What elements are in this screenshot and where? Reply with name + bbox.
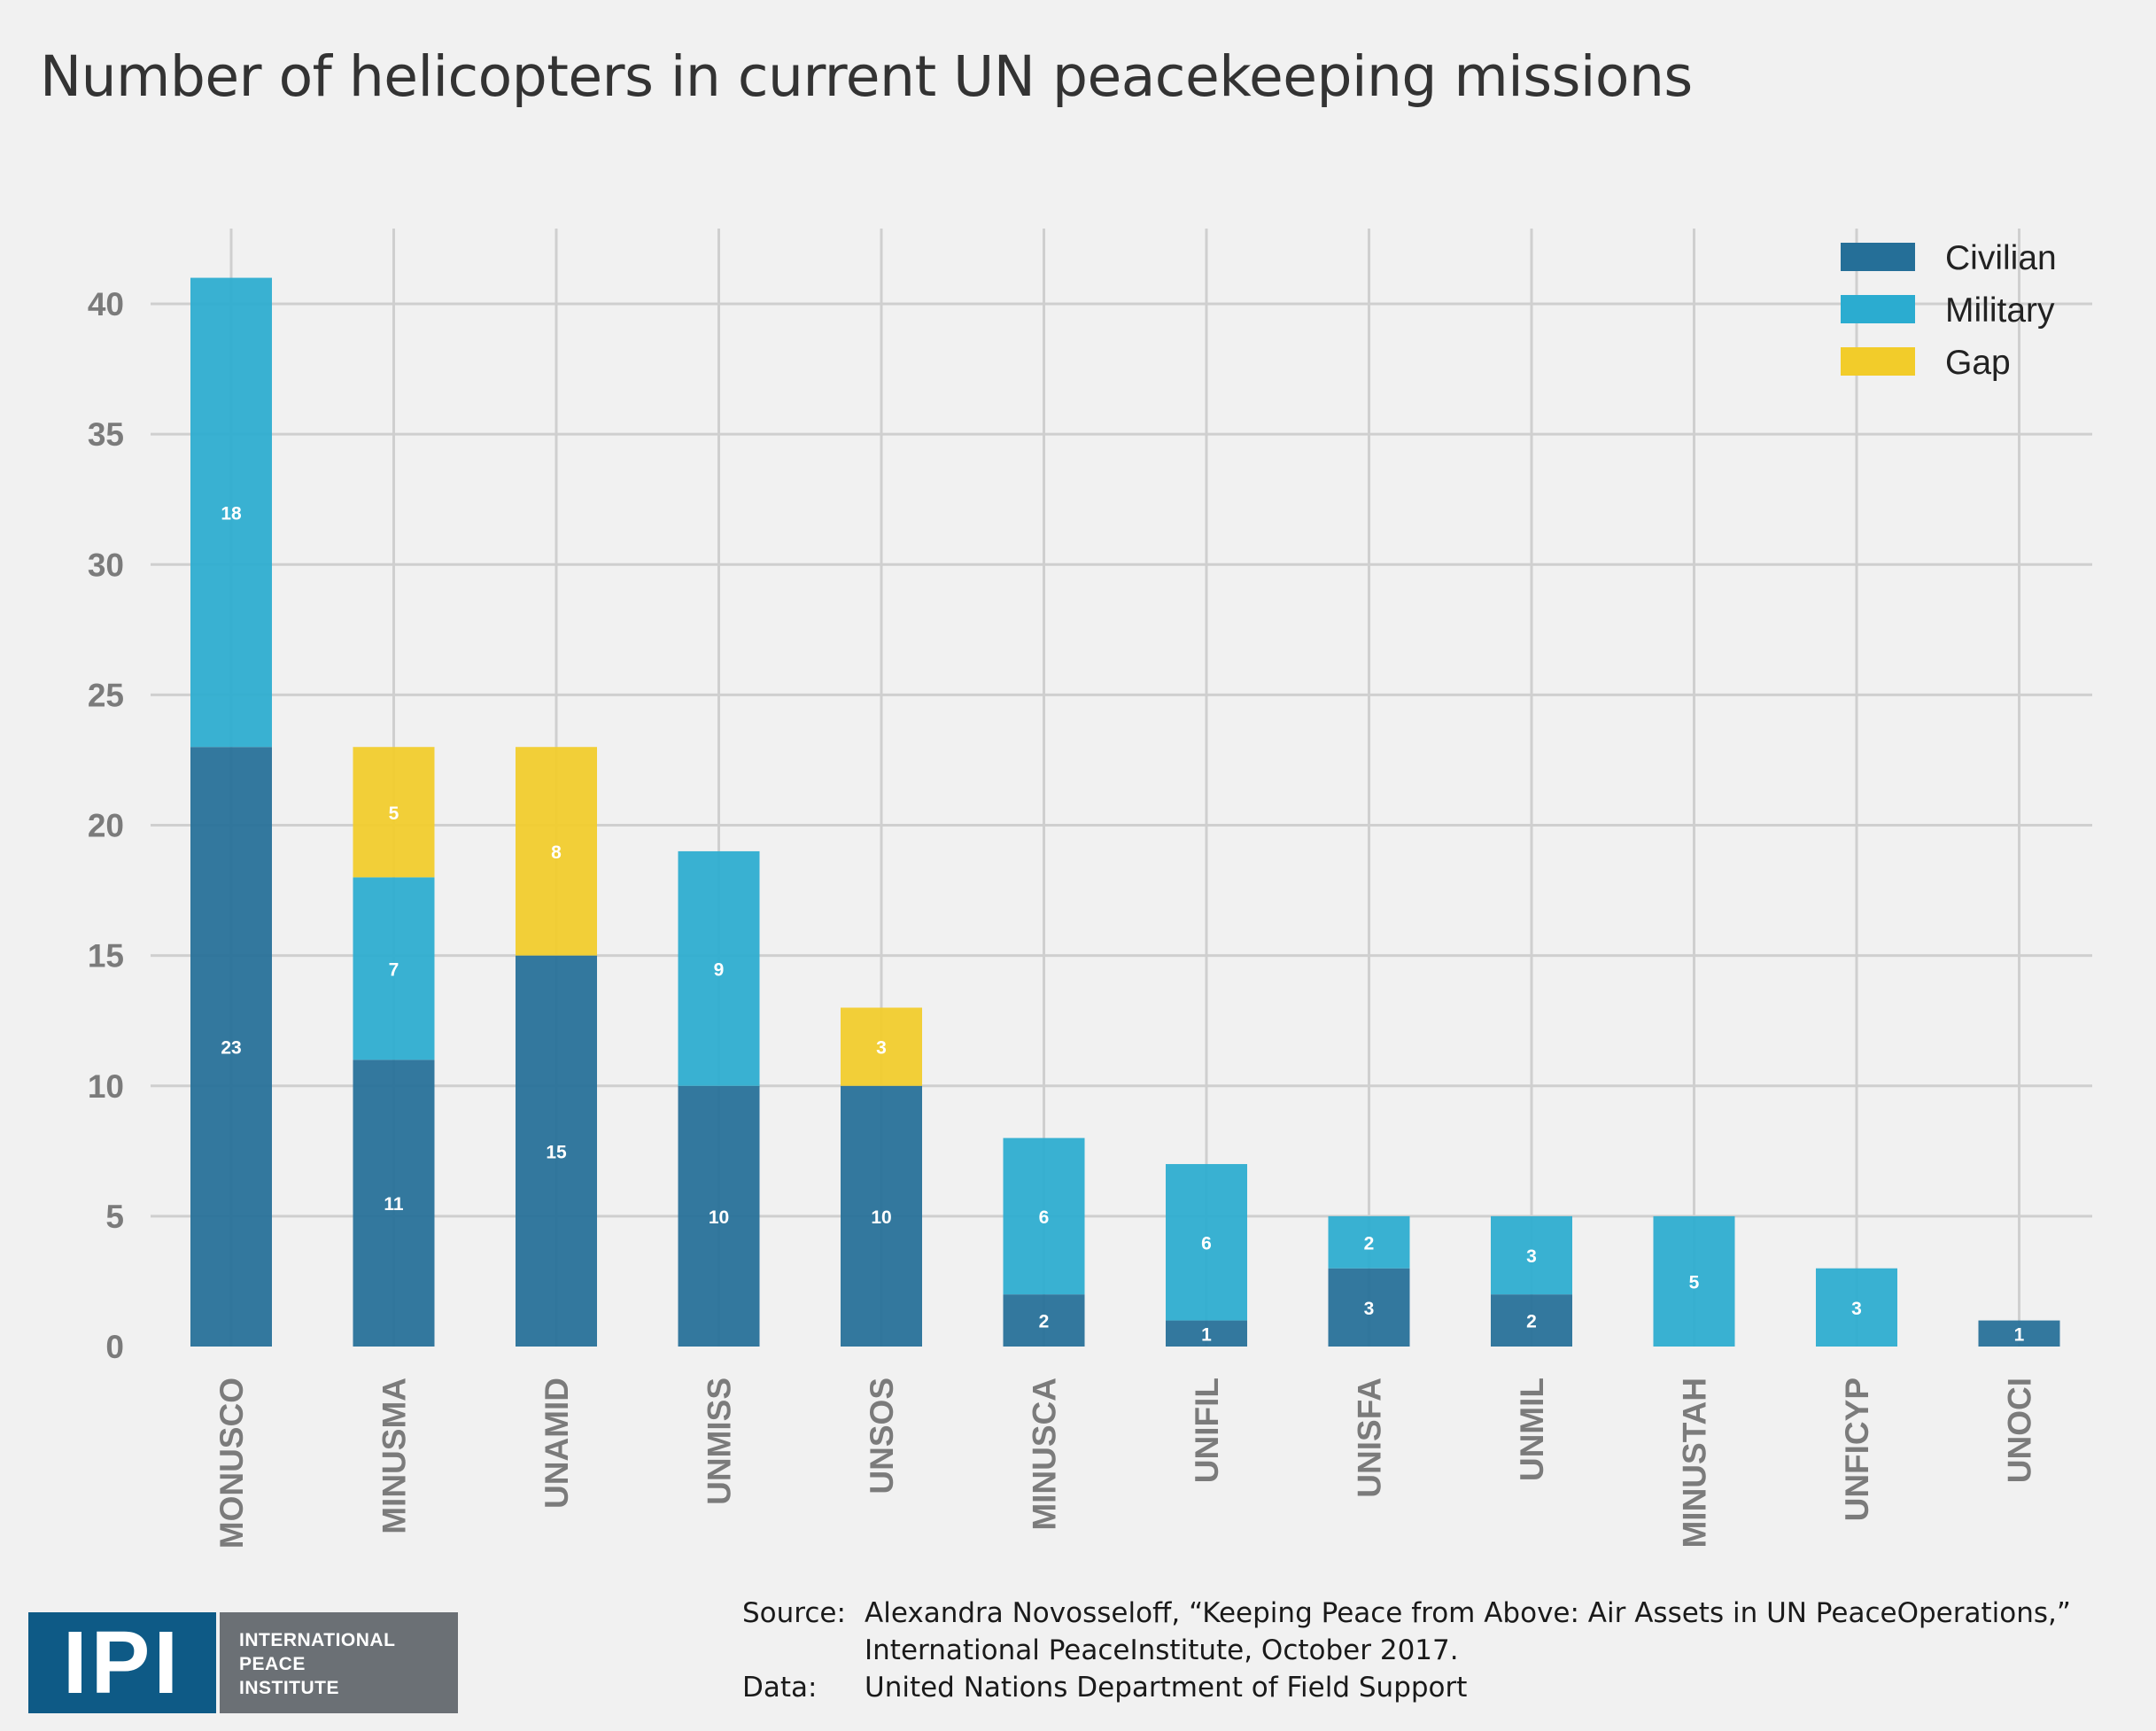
- bar-segment-military: [353, 877, 435, 1060]
- bar-value-label: 2: [1039, 1312, 1050, 1332]
- bar-value-label: 3: [876, 1038, 887, 1059]
- source-note: Source: Alexandra Novosseloff, “Keeping …: [742, 1595, 2071, 1706]
- bar-segment-civilian: [353, 1060, 435, 1347]
- bar-segment-military: [1816, 1268, 1897, 1347]
- x-tick-label: MINUSTAH: [1677, 1378, 1713, 1549]
- bar-value-label: 5: [389, 803, 399, 824]
- x-tick-label: UNSOS: [864, 1378, 900, 1494]
- bar-value-label: 3: [1526, 1246, 1537, 1267]
- source-line-2: International PeaceInstitute, October 20…: [865, 1634, 1459, 1666]
- x-tick-label: UNMIL: [1514, 1378, 1550, 1481]
- bar-segment-military: [1491, 1215, 1572, 1295]
- y-tick-label: 35: [88, 416, 124, 453]
- x-tick-label: UNISFA: [1352, 1378, 1388, 1498]
- bar-value-label: 23: [221, 1038, 241, 1059]
- logo-mark: IPI: [28, 1612, 216, 1713]
- legend-swatch-gap: [1841, 347, 1915, 376]
- logo-divider: [216, 1612, 220, 1713]
- bar-value-label: 1: [2014, 1324, 2025, 1345]
- logo-line: INSTITUTE: [239, 1678, 339, 1698]
- logo-line: INTERNATIONAL: [239, 1630, 396, 1650]
- bar-segment-civilian: [841, 1085, 922, 1347]
- bar-segment-military: [1653, 1215, 1735, 1347]
- x-tick-label: UNAMID: [539, 1378, 575, 1509]
- legend-swatch-civilian: [1841, 243, 1915, 271]
- logo-text: INTERNATIONAL PEACE INSTITUTE: [220, 1612, 458, 1713]
- chart-title: Number of helicopters in current UN peac…: [40, 44, 1693, 109]
- x-tick-label: UNMISS: [702, 1378, 738, 1505]
- bar-value-label: 3: [1851, 1299, 1862, 1319]
- bar-value-label: 2: [1526, 1312, 1537, 1332]
- bar-segment-gap: [516, 747, 597, 956]
- bar-value-label: 1: [1201, 1324, 1212, 1345]
- x-tick-label: MINUSCA: [1027, 1378, 1063, 1531]
- bar-value-label: 8: [551, 842, 562, 863]
- bar-segment-military: [1166, 1164, 1247, 1321]
- bar-segment-gap: [353, 747, 435, 878]
- bar-value-label: 7: [389, 959, 399, 980]
- bar-segment-civilian: [516, 955, 597, 1347]
- y-tick-label: 15: [88, 938, 124, 974]
- y-tick-label: 10: [88, 1068, 124, 1105]
- bar-segment-civilian: [1491, 1294, 1572, 1347]
- grid-layer: [151, 229, 2092, 1347]
- x-tick-label: UNFICYP: [1839, 1378, 1875, 1521]
- bar-segment-civilian: [1166, 1320, 1247, 1347]
- bar-layer: [190, 277, 2060, 1347]
- legend-label: Civilian: [1945, 239, 2057, 277]
- legend-swatch-military: [1841, 295, 1915, 323]
- bar-segment-civilian: [190, 747, 272, 1347]
- data-key: Data:: [742, 1672, 818, 1704]
- legend-label: Military: [1945, 291, 2055, 330]
- bar-value-label: 9: [714, 959, 725, 980]
- bar-value-label: 10: [871, 1207, 891, 1228]
- y-tick-label: 5: [105, 1199, 124, 1235]
- data-source: United Nations Department of Field Suppo…: [865, 1672, 1468, 1704]
- x-tick-label: MONUSCO: [213, 1378, 250, 1549]
- bar-segment-civilian: [1003, 1294, 1085, 1347]
- source-key: Source:: [742, 1597, 846, 1629]
- y-tick-label: 30: [88, 547, 124, 583]
- bar-segment-gap: [841, 1007, 922, 1086]
- x-tick-label: MINUSMA: [376, 1378, 413, 1534]
- x-tick-label: UNIFIL: [1189, 1378, 1225, 1483]
- bar-segment-military: [678, 850, 760, 1086]
- bar-value-label: 5: [1689, 1272, 1700, 1292]
- bar-value-label: 2: [1364, 1233, 1375, 1254]
- bar-segment-military: [190, 277, 272, 748]
- source-line-1: Alexandra Novosseloff, “Keeping Peace fr…: [865, 1597, 2071, 1629]
- bar-value-label: 18: [221, 503, 242, 524]
- y-tick-label: 0: [105, 1329, 124, 1365]
- legend-label: Gap: [1945, 344, 2011, 382]
- bar-segment-military: [1328, 1215, 1410, 1269]
- bar-value-label: 3: [1364, 1299, 1375, 1319]
- y-tick-label: 20: [88, 808, 124, 844]
- bar-segment-civilian: [1978, 1320, 2060, 1347]
- bar-value-label: 6: [1201, 1233, 1212, 1254]
- legend: Civilian Military Gap: [1841, 239, 2057, 382]
- bar-value-label: 6: [1039, 1207, 1050, 1228]
- bar-value-label: 15: [546, 1142, 567, 1162]
- logo-line: PEACE: [239, 1654, 306, 1674]
- bar-value-label: 10: [709, 1207, 729, 1228]
- bar-segment-civilian: [678, 1085, 760, 1347]
- bar-segment-civilian: [1328, 1268, 1410, 1347]
- x-tick-label: UNOCI: [2002, 1378, 2038, 1483]
- ipi-logo: IPI INTERNATIONAL PEACE INSTITUTE: [28, 1612, 458, 1713]
- bar-segment-military: [1003, 1137, 1085, 1295]
- bar-value-label: 11: [384, 1194, 404, 1215]
- y-tick-label: 40: [88, 286, 124, 322]
- y-tick-label: 25: [88, 677, 124, 713]
